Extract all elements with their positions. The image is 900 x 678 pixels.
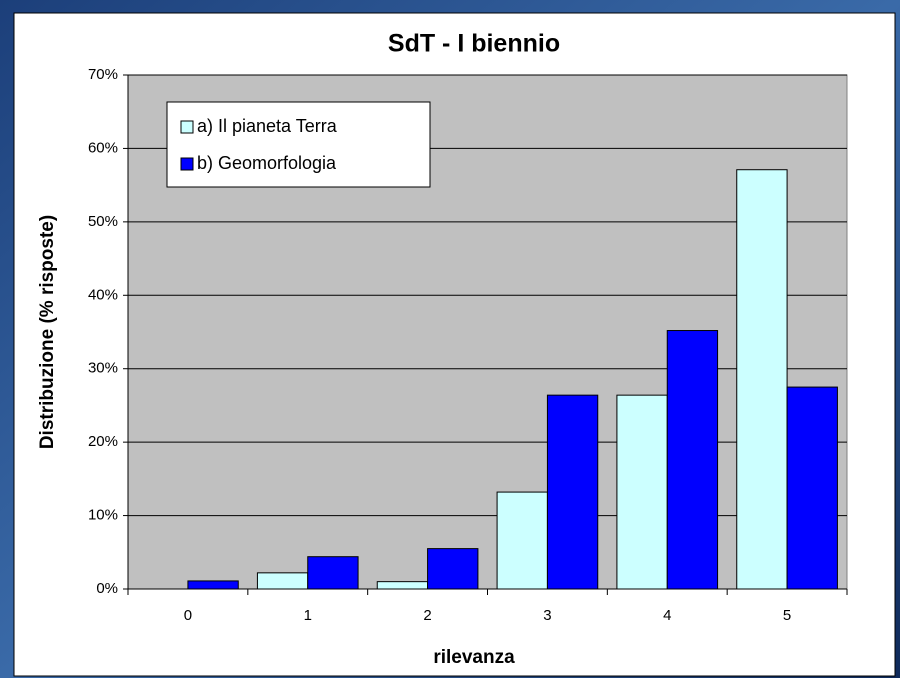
legend-box: [166, 101, 431, 188]
y-tick-label: 40%: [88, 286, 118, 303]
y-tick-label: 0%: [96, 580, 118, 597]
bar: [546, 394, 599, 590]
y-tick-label: 60%: [88, 139, 118, 156]
x-axis-label: rilevanza: [433, 647, 515, 668]
bar: [616, 394, 668, 590]
bar: [736, 169, 788, 590]
chart-title: SdT - I biennio: [388, 30, 560, 58]
x-tick-label: 2: [423, 607, 431, 624]
x-tick-label: 4: [663, 607, 671, 624]
y-tick-label: 30%: [88, 360, 118, 377]
x-tick-label: 5: [783, 607, 791, 624]
y-tick-label: 70%: [88, 66, 118, 83]
bar: [256, 572, 309, 590]
bar: [786, 386, 838, 590]
bar: [666, 330, 719, 590]
legend-swatch: [180, 157, 194, 171]
y-tick-label: 10%: [88, 507, 118, 524]
legend-label: a) Il pianeta Terra: [197, 116, 338, 136]
y-axis-label: Distribuzione (% risposte): [37, 215, 58, 449]
legend-label: b) Geomorfologia: [197, 153, 337, 173]
x-tick-label: 1: [304, 607, 312, 624]
bar: [427, 548, 479, 590]
y-tick-label: 20%: [88, 433, 118, 450]
legend-swatch: [180, 120, 194, 134]
bar: [307, 556, 359, 590]
x-tick-label: 0: [184, 607, 192, 624]
bar: [376, 581, 429, 590]
y-tick-label: 50%: [88, 213, 118, 230]
bar: [187, 580, 239, 590]
bar: [496, 491, 548, 590]
x-tick-label: 3: [543, 607, 551, 624]
